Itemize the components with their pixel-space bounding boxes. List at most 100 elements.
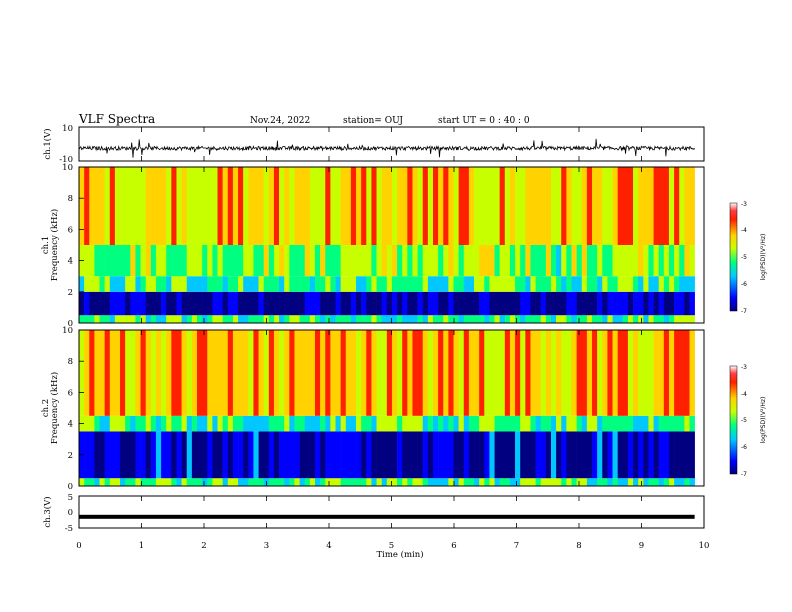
spectrogram-ytick-label: 4 — [68, 257, 73, 267]
spectrogram-cell — [289, 291, 295, 316]
spectrogram-cell — [371, 415, 377, 432]
spectrogram-cell — [279, 415, 285, 432]
spectrogram-cell — [576, 415, 583, 432]
spectrogram-cell — [576, 291, 583, 316]
spectrogram-cell — [243, 330, 249, 416]
spectrogram-cell — [114, 330, 121, 416]
spectrogram-cell — [530, 330, 536, 416]
spectrogram-cell — [120, 245, 126, 277]
spectrogram-cell — [581, 245, 588, 277]
spectrogram-cell — [479, 415, 485, 432]
spectrogram-cell — [345, 478, 352, 486]
spectrogram-cell — [525, 315, 531, 323]
spectrogram-cell — [617, 245, 624, 277]
spectrogram-cell — [166, 315, 172, 323]
spectrogram-cell — [330, 291, 336, 316]
spectrogram-cell — [674, 291, 680, 316]
spectrogram-cell — [361, 330, 367, 416]
spectrogram-ytick-label: 2 — [68, 288, 73, 298]
spectrogram-cell — [130, 167, 136, 245]
spectrogram-cell — [191, 478, 198, 486]
spectrogram-cell — [468, 330, 475, 416]
spectrogram-cell — [171, 315, 177, 323]
spectrogram-cell — [350, 245, 357, 277]
spectrogram-cell — [453, 291, 459, 316]
spectrogram-cell — [125, 245, 131, 277]
spectrogram-cell — [330, 415, 336, 432]
spectrogram-cell — [309, 330, 316, 416]
spectrogram-cell — [381, 478, 388, 486]
spectrogram-cell — [222, 167, 229, 245]
spectrogram-cell — [232, 415, 239, 432]
ch1-spectrogram-yticks: 0 2 4 6 8 10 — [62, 163, 84, 329]
spectrogram-cell — [314, 315, 321, 323]
spectrogram-cell — [432, 315, 439, 323]
spectrogram-cell — [320, 276, 326, 292]
spectrogram-cell — [186, 167, 193, 245]
spectrogram-cell — [202, 245, 208, 277]
spectrogram-cell — [535, 330, 542, 416]
spectrogram-cell — [289, 415, 295, 432]
spectrogram-cell — [109, 291, 116, 316]
spectrogram-cell — [438, 330, 444, 416]
spectrogram-cell — [135, 167, 141, 245]
ch1-spectrogram-heatmap — [79, 167, 695, 323]
spectrogram-cell — [207, 167, 213, 245]
spectrogram-cell — [166, 330, 172, 416]
spectrogram-cell — [243, 315, 249, 323]
spectrogram-cell — [294, 245, 300, 277]
spectrogram-ytick-label: 6 — [68, 388, 73, 398]
spectrogram-cell — [176, 315, 182, 323]
spectrogram-cell — [330, 167, 336, 245]
spectrogram-cell — [289, 431, 295, 479]
spectrogram-cell — [320, 431, 326, 479]
spectrogram-cell — [284, 291, 290, 316]
spectrogram-cell — [186, 330, 193, 416]
spectrogram-cell — [689, 167, 695, 245]
spectrogram-cell — [191, 167, 198, 245]
spectrogram-cell — [540, 330, 547, 416]
spectrogram-cell — [643, 315, 649, 323]
spectrogram-cell — [643, 167, 649, 245]
xtick-label: 1 — [139, 541, 144, 551]
spectrogram-cell — [155, 415, 162, 432]
spectrogram-cell — [453, 245, 459, 277]
spectrogram-cell — [104, 291, 111, 316]
spectrogram-cell — [145, 431, 152, 479]
spectrogram-cell — [386, 478, 393, 486]
spectrogram-cell — [135, 330, 141, 416]
spectrogram-cell — [679, 330, 685, 416]
spectrogram-cell — [222, 276, 229, 292]
ch1-waveform-line — [78, 138, 695, 158]
spectrogram-cell — [207, 478, 213, 486]
spectrogram-cell — [633, 431, 639, 479]
spectrogram-cell — [79, 315, 85, 323]
spectrogram-cell — [273, 291, 280, 316]
spectrogram-cell — [371, 315, 377, 323]
spectrogram-cell — [494, 431, 500, 479]
spectrogram-cell — [458, 276, 465, 292]
spectrogram-cell — [227, 415, 234, 432]
spectrogram-cell — [84, 315, 90, 323]
spectrogram-cell — [648, 276, 654, 292]
spectrogram-cell — [509, 431, 516, 479]
spectrogram-cell — [489, 276, 495, 292]
spectrogram-cell — [171, 276, 177, 292]
spectrogram-cell — [176, 167, 182, 245]
spectrogram-cell — [474, 478, 480, 486]
spectrogram-cell — [125, 315, 131, 323]
spectrogram-cell — [432, 330, 439, 416]
spectrogram-cell — [566, 415, 572, 432]
spectrogram-cell — [520, 415, 526, 432]
spectrogram-cell — [504, 276, 511, 292]
spectrogram-cell — [520, 291, 526, 316]
spectrogram-cell — [499, 167, 506, 245]
spectrogram-cell — [422, 330, 429, 416]
spectrogram-cell — [515, 167, 521, 245]
spectrogram-cell — [607, 415, 613, 432]
spectrogram-cell — [597, 478, 603, 486]
spectrogram-cell — [643, 415, 649, 432]
spectrogram-cell — [181, 330, 188, 416]
spectrogram-cell — [402, 415, 408, 432]
spectrogram-cell — [612, 276, 618, 292]
